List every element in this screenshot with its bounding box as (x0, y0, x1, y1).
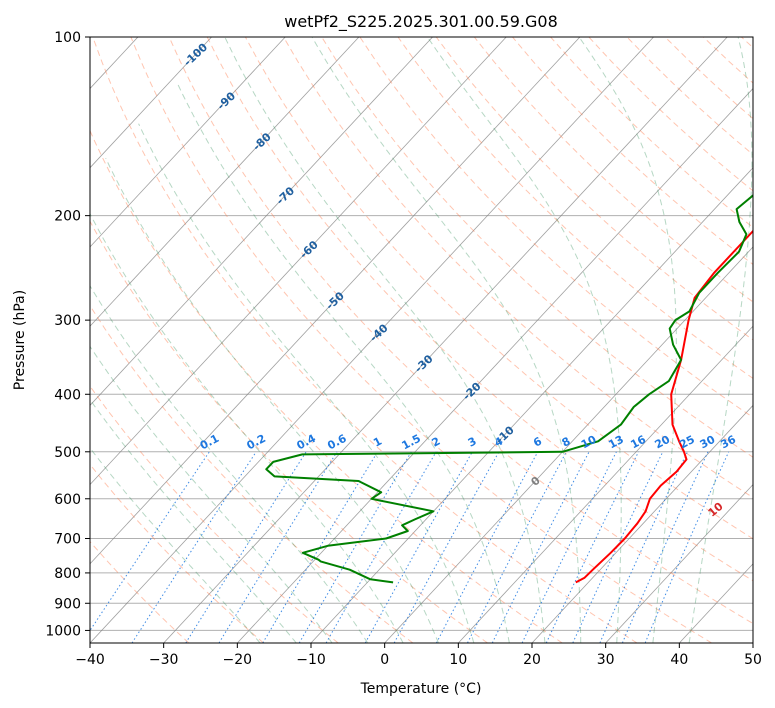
isotherm-line (605, 483, 753, 643)
y-tick-label: 300 (54, 313, 81, 329)
x-tick-label: 0 (380, 652, 389, 668)
x-tick-label: 20 (523, 652, 541, 668)
moist-adiabat-line (90, 284, 369, 643)
isotherm-line (163, 37, 728, 643)
mixing-ratio-line (131, 451, 257, 643)
moist-adiabat-line (224, 37, 546, 643)
mixing-ratio-label: 20 (653, 433, 673, 452)
mixing-ratio-line (393, 451, 500, 643)
moist-adiabat-line (90, 212, 404, 643)
dry-adiabat-line (473, 37, 753, 303)
y-tick-label: 400 (54, 387, 81, 403)
mixing-ratio-line (185, 451, 307, 643)
mixing-ratio-line (491, 451, 590, 643)
isotherm-line (90, 37, 433, 406)
mixing-ratio-line (621, 451, 709, 643)
x-tick-label: 10 (449, 652, 467, 668)
isotherm-line (310, 167, 753, 643)
chart-title: wetPf2_S225.2025.301.00.59.G08 (284, 12, 558, 32)
moist-adiabat-line (311, 37, 582, 643)
y-tick-label: 700 (54, 532, 81, 548)
moist-adiabat-line (138, 123, 475, 643)
mixing-ratio-label: 30 (698, 433, 718, 452)
temperature-profile-line (575, 229, 753, 584)
dry-adiabat-line (435, 37, 753, 341)
moist-adiabat-line (578, 37, 677, 643)
dry-adiabat-line (206, 37, 753, 582)
dry-adiabat-line (244, 37, 753, 540)
moist-adiabat-line (105, 157, 439, 643)
x-tick-label: 40 (670, 652, 688, 668)
mixing-ratio-line (90, 451, 210, 632)
x-tick-label: −40 (75, 652, 105, 668)
dry-adiabat-line (90, 540, 190, 643)
dewpoint-profile-line (265, 194, 753, 584)
plot-frame (89, 36, 754, 644)
isotherm-line (90, 37, 286, 248)
x-axis-label: Temperature (°C) (360, 681, 482, 697)
y-tick-label: 800 (54, 566, 81, 582)
y-tick-label: 200 (54, 209, 81, 225)
y-tick-label: 100 (54, 30, 81, 46)
y-tick-label: 600 (54, 492, 81, 508)
moist-adiabat-line (688, 37, 753, 643)
isotherm-line (458, 325, 753, 643)
moist-adiabat-line (90, 447, 261, 643)
moist-adiabat-line (90, 345, 333, 643)
mixing-ratio-label: 36 (718, 433, 738, 452)
dry-adiabat-line (90, 220, 488, 643)
mixing-ratio-line (364, 451, 473, 643)
x-tick-label: −20 (223, 652, 253, 668)
mixing-ratio-label: 10 (579, 433, 599, 452)
mixing-ratio-line (521, 451, 617, 643)
isotherm-line (237, 87, 753, 643)
dry-adiabat-line (168, 37, 753, 625)
x-tick-label: −30 (149, 652, 179, 668)
mixing-ratio-line (435, 451, 539, 643)
isotherm-line (90, 37, 212, 169)
x-tick-label: 50 (744, 652, 762, 668)
x-tick-label: −10 (296, 652, 326, 668)
mixing-ratio-line (644, 451, 730, 643)
y-axis-label: Pressure (hPa) (12, 290, 28, 390)
x-tick-label: 30 (597, 652, 615, 668)
dry-adiabat-line (283, 37, 753, 499)
dry-adiabat-line (90, 463, 264, 643)
mixing-ratio-label: 25 (677, 433, 697, 452)
mixing-ratio-label: 16 (628, 433, 648, 452)
isotherm-line (90, 37, 581, 565)
isotherm-line (90, 37, 507, 486)
dry-adiabat-line (92, 37, 638, 643)
mixing-ratio-line (262, 451, 379, 643)
moist-adiabat-line (177, 83, 510, 643)
dry-adiabat-line (130, 37, 712, 643)
isotherm-line (90, 37, 360, 327)
isotherm-line (384, 246, 753, 643)
dry-adiabat-line (90, 129, 563, 643)
isotherm-line (531, 404, 753, 643)
dry-adiabat-line (397, 37, 753, 379)
y-tick-label: 900 (54, 596, 81, 612)
y-tick-label: 500 (54, 445, 81, 461)
mixing-ratio-label: 13 (606, 433, 626, 452)
isotherm-line (90, 37, 654, 643)
y-tick-label: 1000 (45, 623, 81, 639)
